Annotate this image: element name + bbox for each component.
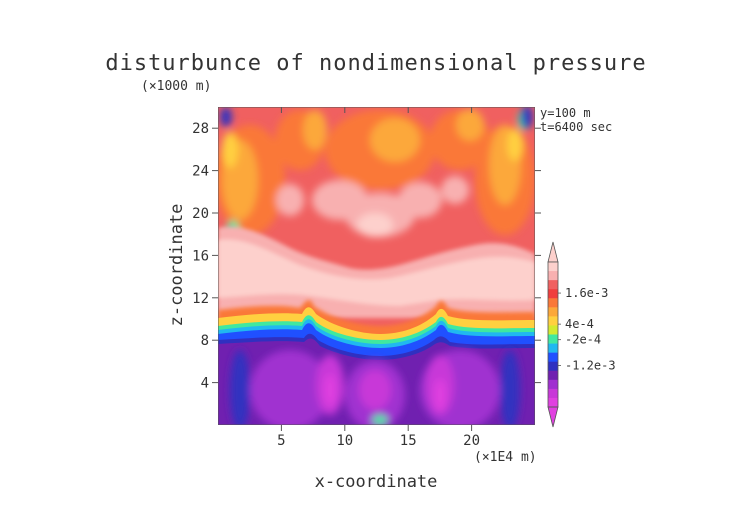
y-axis-label: z-coordinate — [167, 204, 187, 327]
x-axis-label: x-coordinate — [315, 472, 438, 492]
y-tick-label: 12 — [192, 291, 209, 307]
colorbar-label: -2e-4 — [565, 333, 601, 347]
plot-area — [218, 107, 535, 425]
y-tick-label: 4 — [201, 376, 209, 392]
colorbar-label: 4e-4 — [565, 317, 594, 331]
colorbar: 1.6e-3 4e-4 -2e-4 -1.2e-3 — [547, 241, 616, 428]
x-tick-label: 5 — [277, 433, 285, 449]
colorbar-segment — [548, 379, 558, 390]
colorbar-label: -1.2e-3 — [565, 359, 616, 373]
x-scale-note: (×1E4 m) — [474, 450, 537, 465]
colorbar-top-arrow — [547, 241, 559, 263]
colorbar-segment — [548, 262, 558, 272]
colorbar-segment — [548, 271, 558, 281]
colorbar-segment — [548, 334, 558, 344]
y-tick-label: 16 — [192, 248, 209, 264]
y-tick-label: 8 — [201, 333, 209, 349]
y-tick-label: 20 — [192, 206, 209, 222]
x-tick-label: 20 — [463, 433, 480, 449]
high-pressure-core — [218, 239, 535, 306]
colorbar-segment — [548, 280, 558, 290]
colorbar-segment — [548, 316, 558, 326]
x-tick-label: 10 — [336, 433, 353, 449]
y-tick-label: 24 — [192, 164, 209, 180]
colorbar-segment — [548, 352, 558, 362]
colorbar-segment — [548, 370, 558, 381]
colorbar-segment — [548, 397, 558, 408]
colorbar-label: 1.6e-3 — [565, 286, 608, 300]
annotation-t: t=6400 sec — [540, 120, 612, 134]
colorbar-bottom-arrow — [547, 406, 559, 428]
y-axis: 4 8 12 16 20 24 28 — [192, 121, 541, 392]
colorbar-frame — [547, 261, 559, 408]
annotation-y: y=100 m — [540, 106, 591, 120]
colorbar-segment — [548, 388, 558, 399]
chart-title: disturbunce of nondimensional pressure — [105, 51, 646, 76]
colorbar-segment — [548, 289, 558, 299]
y-tick-label: 28 — [192, 121, 209, 137]
colorbar-segment — [548, 325, 558, 335]
x-axis: 5 10 15 20 — [277, 107, 480, 449]
colorbar-segment — [548, 307, 558, 317]
colorbar-segment — [548, 361, 558, 372]
colorbar-segment — [548, 298, 558, 308]
low-pressure-inner — [230, 350, 520, 425]
y-scale-note: (×1000 m) — [141, 79, 211, 94]
colorbar-segment — [548, 343, 558, 353]
x-tick-label: 15 — [400, 433, 417, 449]
upper-mixed-region — [218, 107, 535, 240]
